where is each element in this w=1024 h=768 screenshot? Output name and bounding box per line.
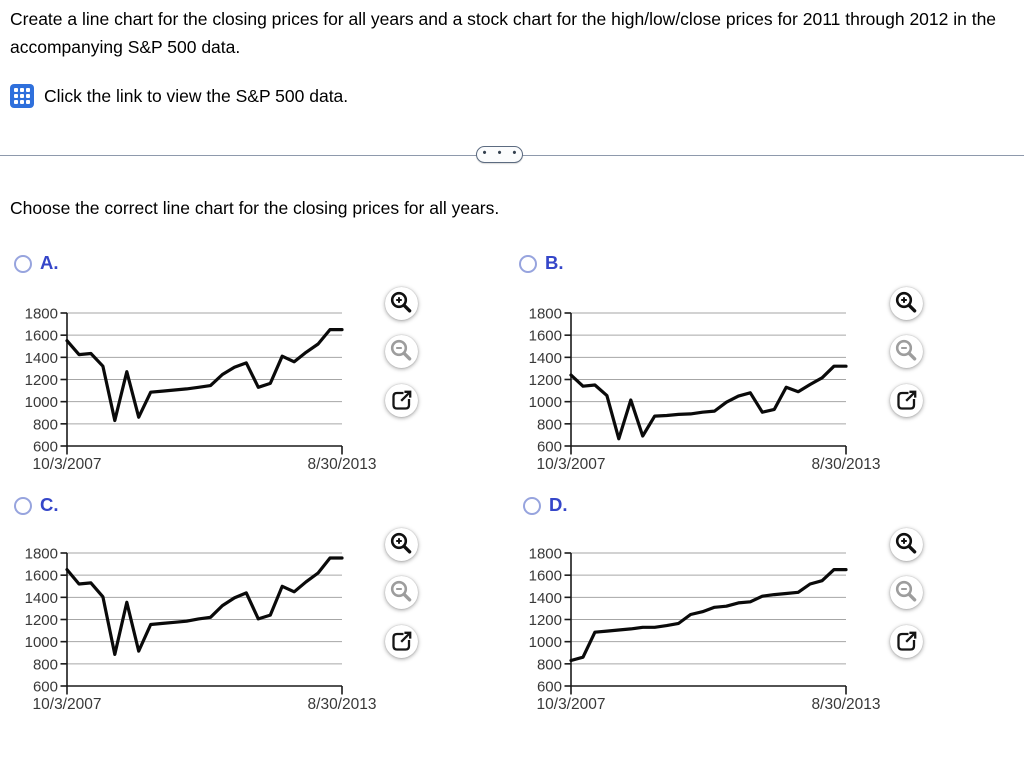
- svg-text:1600: 1600: [529, 568, 562, 585]
- svg-text:800: 800: [33, 656, 58, 673]
- open-in-new-window-icon: [896, 631, 916, 651]
- zoom-out-icon: [390, 339, 411, 361]
- table-icon-cell: [26, 88, 30, 92]
- option-b-label[interactable]: B.: [545, 252, 564, 273]
- svg-text:10/3/2007: 10/3/2007: [33, 696, 102, 713]
- table-icon-cell: [20, 100, 24, 104]
- open-in-new-window-icon: [391, 631, 411, 651]
- zoom-out-button[interactable]: [384, 576, 418, 609]
- option-d-radio[interactable]: [523, 497, 541, 515]
- option-a-label[interactable]: A.: [40, 252, 59, 273]
- svg-text:1000: 1000: [529, 394, 562, 411]
- svg-text:1000: 1000: [529, 634, 562, 651]
- table-icon-cell: [26, 100, 30, 104]
- svg-text:600: 600: [33, 439, 58, 456]
- open-in-new-window-icon: [896, 390, 916, 410]
- option-b-chart: 1800 1600 1400 1200 1000 800 600 10/3/2007 8/30/…: [504, 300, 894, 485]
- option-d-chart: 1800 1600 1400 1200 1000 800 600 10/3/2007 8/30/…: [504, 540, 894, 725]
- open-in-new-window-icon: [391, 390, 411, 410]
- option-a-chart: 1800 1600 1400 1200 1000 800 600 10/3/2007 8/30/…: [0, 300, 390, 485]
- svg-text:8/30/2013: 8/30/2013: [812, 456, 881, 473]
- zoom-in-button[interactable]: [384, 527, 418, 561]
- option-a-chart-tools: [384, 286, 418, 417]
- section-divider-toggle[interactable]: • • •: [476, 146, 523, 163]
- option-a-radio[interactable]: [14, 255, 32, 273]
- option-b-chart-tools: [889, 286, 923, 417]
- svg-text:800: 800: [537, 416, 562, 433]
- option-c-chart-tools: [384, 527, 418, 658]
- zoom-in-button[interactable]: [889, 527, 923, 561]
- zoom-out-button[interactable]: [889, 576, 923, 609]
- zoom-out-icon: [895, 580, 916, 602]
- open-in-new-window-button[interactable]: [889, 383, 923, 417]
- svg-text:1400: 1400: [25, 350, 58, 367]
- zoom-in-button[interactable]: [889, 286, 923, 320]
- svg-text:1000: 1000: [25, 634, 58, 651]
- zoom-out-icon: [895, 339, 916, 361]
- option-c-radio[interactable]: [14, 497, 32, 515]
- svg-text:1600: 1600: [25, 568, 58, 585]
- svg-text:8/30/2013: 8/30/2013: [308, 456, 377, 473]
- table-icon-cell: [26, 94, 30, 98]
- svg-text:600: 600: [537, 679, 562, 696]
- table-icon-cell: [14, 100, 18, 104]
- table-icon[interactable]: [10, 84, 34, 108]
- option-c-label[interactable]: C.: [40, 494, 59, 515]
- data-link-label[interactable]: Click the link to view the S&P 500 data.: [44, 86, 349, 106]
- svg-text:8/30/2013: 8/30/2013: [308, 696, 377, 713]
- zoom-in-icon: [895, 532, 916, 553]
- svg-text:8/30/2013: 8/30/2013: [812, 696, 881, 713]
- option-d-chart-tools: [889, 527, 923, 658]
- table-icon-cell: [14, 88, 18, 92]
- svg-text:600: 600: [33, 679, 58, 696]
- zoom-out-button[interactable]: [889, 335, 923, 368]
- zoom-in-icon: [390, 291, 411, 312]
- svg-text:1200: 1200: [529, 372, 562, 389]
- svg-text:1400: 1400: [25, 590, 58, 607]
- svg-text:800: 800: [33, 416, 58, 433]
- table-icon-cell: [20, 88, 24, 92]
- zoom-in-icon: [390, 532, 411, 553]
- svg-text:1800: 1800: [25, 546, 58, 563]
- zoom-in-icon: [895, 291, 916, 312]
- svg-text:800: 800: [537, 656, 562, 673]
- svg-text:1600: 1600: [529, 328, 562, 345]
- svg-text:10/3/2007: 10/3/2007: [537, 456, 606, 473]
- zoom-out-icon: [390, 580, 411, 602]
- svg-text:1400: 1400: [529, 590, 562, 607]
- zoom-in-button[interactable]: [384, 286, 418, 320]
- table-icon-cell: [14, 94, 18, 98]
- option-c-chart: 1800 1600 1400 1200 1000 800 600 10/3/2007 8/30/…: [0, 540, 390, 725]
- option-b-radio[interactable]: [519, 255, 537, 273]
- open-in-new-window-button[interactable]: [384, 383, 418, 417]
- ellipsis-icon: • • •: [482, 146, 521, 159]
- svg-text:10/3/2007: 10/3/2007: [537, 696, 606, 713]
- table-icon-cell: [20, 94, 24, 98]
- open-in-new-window-button[interactable]: [889, 624, 923, 658]
- svg-text:600: 600: [537, 439, 562, 456]
- option-d-label[interactable]: D.: [549, 494, 568, 515]
- open-in-new-window-button[interactable]: [384, 624, 418, 658]
- svg-text:1800: 1800: [529, 546, 562, 563]
- svg-text:10/3/2007: 10/3/2007: [33, 456, 102, 473]
- svg-text:1000: 1000: [25, 394, 58, 411]
- svg-text:1600: 1600: [25, 328, 58, 345]
- svg-text:1800: 1800: [529, 306, 562, 323]
- svg-text:1400: 1400: [529, 350, 562, 367]
- question-text: Create a line chart for the closing pric…: [10, 9, 997, 57]
- zoom-out-button[interactable]: [384, 335, 418, 368]
- svg-text:1200: 1200: [529, 612, 562, 629]
- prompt-text: Choose the correct line chart for the cl…: [10, 198, 500, 218]
- svg-text:1200: 1200: [25, 372, 58, 389]
- svg-text:1200: 1200: [25, 612, 58, 629]
- svg-text:1800: 1800: [25, 306, 58, 323]
